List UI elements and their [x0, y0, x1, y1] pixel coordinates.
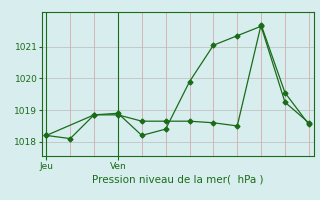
X-axis label: Pression niveau de la mer(  hPa ): Pression niveau de la mer( hPa ) — [92, 175, 263, 185]
